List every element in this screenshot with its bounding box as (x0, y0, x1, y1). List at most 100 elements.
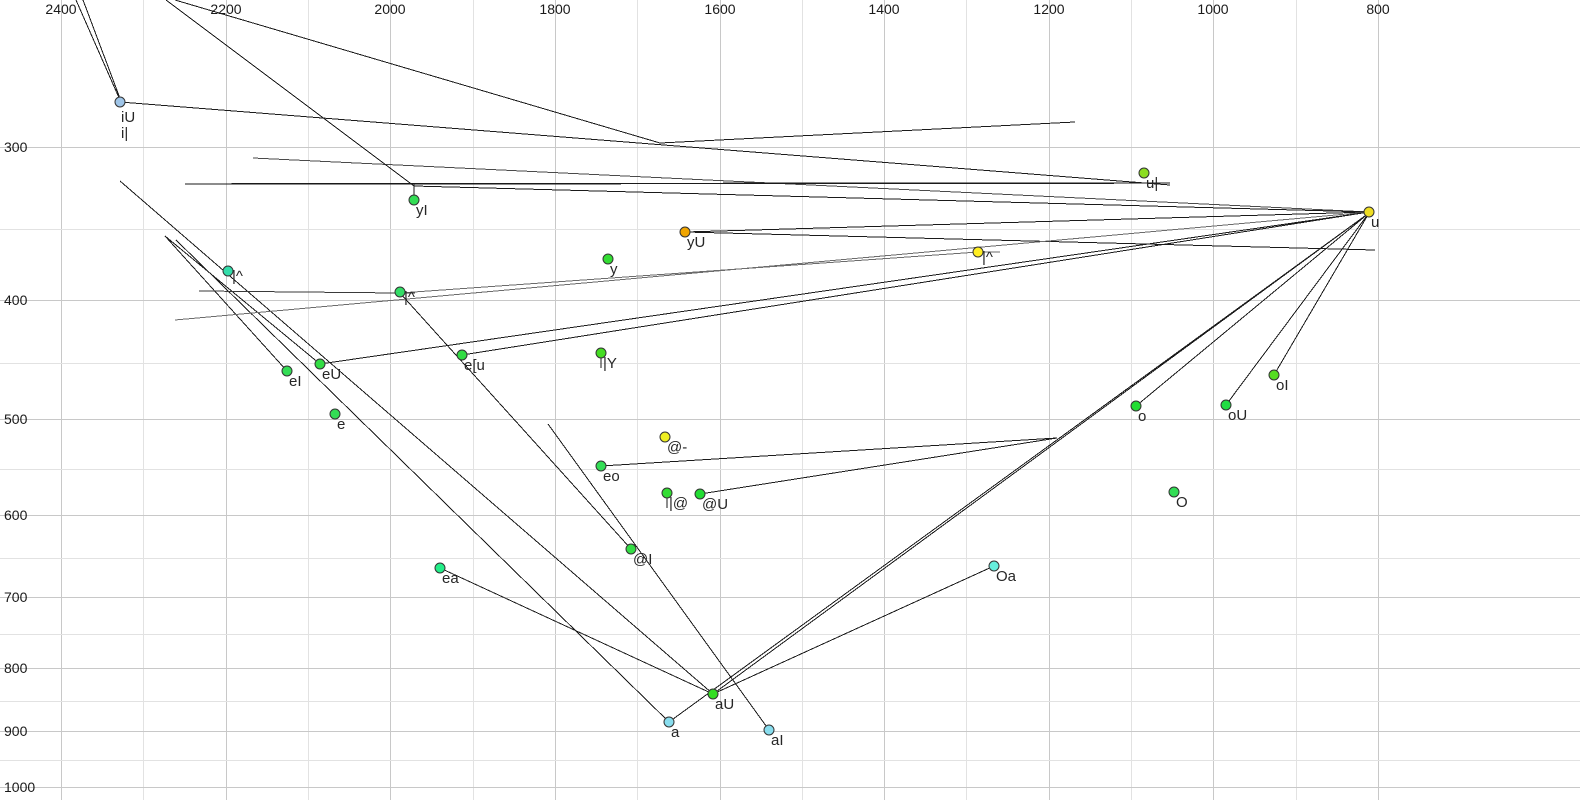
trajectory-line (184, 182, 1171, 185)
trajectory-line (252, 157, 1370, 213)
trajectory-line (712, 565, 995, 695)
gridline-horizontal-major (0, 419, 1580, 420)
datapoint-label: o (1138, 408, 1147, 425)
datapoint-u[interactable] (1363, 206, 1375, 218)
gridline-vertical-minor (143, 0, 144, 800)
datapoint-label: u| (1146, 175, 1159, 192)
trajectory-line (684, 211, 1370, 233)
datapoint-label: Oa (996, 568, 1017, 585)
gridline-vertical-major (555, 0, 556, 800)
datapoint-label: @I (633, 551, 653, 568)
trajectory-line (198, 290, 401, 294)
gridline-vertical-major (1378, 0, 1379, 800)
datapoint-label: oI (1276, 377, 1289, 394)
datapoint-O[interactable] (1168, 486, 1180, 498)
datapoint-ea[interactable] (434, 562, 446, 574)
datapoint-[interactable] (972, 246, 984, 258)
datapoint-eu[interactable] (456, 349, 468, 361)
trajectory-line (461, 211, 1370, 356)
trajectory-line (699, 437, 1058, 495)
datapoint-aU[interactable] (707, 688, 719, 700)
gridline-vertical-major (1213, 0, 1214, 800)
datapoint-iU[interactable] (114, 96, 126, 108)
gridline-vertical-minor (637, 0, 638, 800)
trajectory-line (1225, 212, 1370, 406)
gridline-vertical-major (226, 0, 227, 800)
datapoint-y[interactable] (602, 253, 614, 265)
datapoint-I[interactable] (625, 543, 637, 555)
gridline-vertical-major (884, 0, 885, 800)
datapoint-label: iU i| (121, 109, 136, 142)
datapoint-label: yU (687, 234, 706, 251)
gridline-horizontal-minor (0, 701, 1580, 702)
datapoint-u[interactable] (1138, 167, 1150, 179)
trajectory-line (164, 235, 288, 372)
trajectory-line (82, 0, 122, 102)
datapoint-label: yI (416, 202, 428, 219)
gridline-vertical-major (390, 0, 391, 800)
datapoint-[interactable] (394, 286, 406, 298)
trajectory-line (1273, 212, 1370, 376)
datapoint-yU[interactable] (679, 226, 691, 238)
gridline-vertical-minor (966, 0, 967, 800)
trajectory-line (119, 180, 714, 695)
gridline-horizontal-major (0, 668, 1580, 669)
datapoint-label: y (610, 261, 618, 278)
datapoint-Y[interactable] (595, 347, 607, 359)
trajectory-line (165, 0, 415, 187)
datapoint-label: O (1176, 494, 1188, 511)
gridline-horizontal-major (0, 787, 1580, 788)
datapoint-label: eI (289, 373, 302, 390)
datapoint-label: |@ (669, 495, 689, 512)
datapoint-eo[interactable] (595, 460, 607, 472)
gridline-vertical-major (1049, 0, 1050, 800)
trajectory-line (547, 423, 770, 731)
gridline-vertical-major (61, 0, 62, 800)
datapoint-aI[interactable] (763, 724, 775, 736)
datapoint-a[interactable] (663, 716, 675, 728)
trajectory-line (174, 0, 661, 144)
gridline-vertical-minor (1296, 0, 1297, 800)
gridline-horizontal-major (0, 300, 1580, 301)
datapoint-[interactable] (661, 487, 673, 499)
datapoint-yI[interactable] (408, 194, 420, 206)
trajectory-line (75, 0, 121, 101)
trajectory-line (439, 567, 714, 695)
datapoint-label: |Y (603, 355, 617, 372)
datapoint-label: |^ (232, 268, 243, 285)
datapoint-eI[interactable] (281, 365, 293, 377)
trajectory-line (413, 185, 1370, 213)
gridline-horizontal-minor (0, 760, 1580, 761)
datapoint-label: |^ (982, 249, 993, 266)
gridline-vertical-minor (473, 0, 474, 800)
datapoint-eU[interactable] (314, 358, 326, 370)
datapoint-oU[interactable] (1220, 399, 1232, 411)
gridline-vertical-major (720, 0, 721, 800)
datapoint-label: eU (322, 366, 342, 383)
gridline-horizontal-major (0, 147, 1580, 148)
trajectory-line (119, 101, 1171, 186)
gridline-horizontal-major (0, 515, 1580, 516)
trajectory-line (174, 211, 1370, 321)
datapoint-o[interactable] (1130, 400, 1142, 412)
datapoint-Oa[interactable] (988, 560, 1000, 572)
trajectory-line (175, 239, 670, 723)
datapoint-U[interactable] (694, 488, 706, 500)
trajectory-line (600, 437, 1058, 467)
datapoint-oI[interactable] (1268, 369, 1280, 381)
trajectory-line (659, 121, 1076, 144)
trajectory-line (164, 235, 321, 365)
datapoint-label: |^ (404, 289, 415, 306)
gridline-horizontal-minor (0, 363, 1580, 364)
datapoint-label: @U (702, 496, 729, 513)
datapoint-label: eo (603, 468, 620, 485)
datapoint-label: ea (442, 570, 459, 587)
trajectory-line (668, 212, 1370, 723)
trajectory-line (399, 292, 632, 550)
datapoint-[interactable] (222, 265, 234, 277)
datapoint-[interactable] (659, 431, 671, 443)
datapoint-e[interactable] (329, 408, 341, 420)
